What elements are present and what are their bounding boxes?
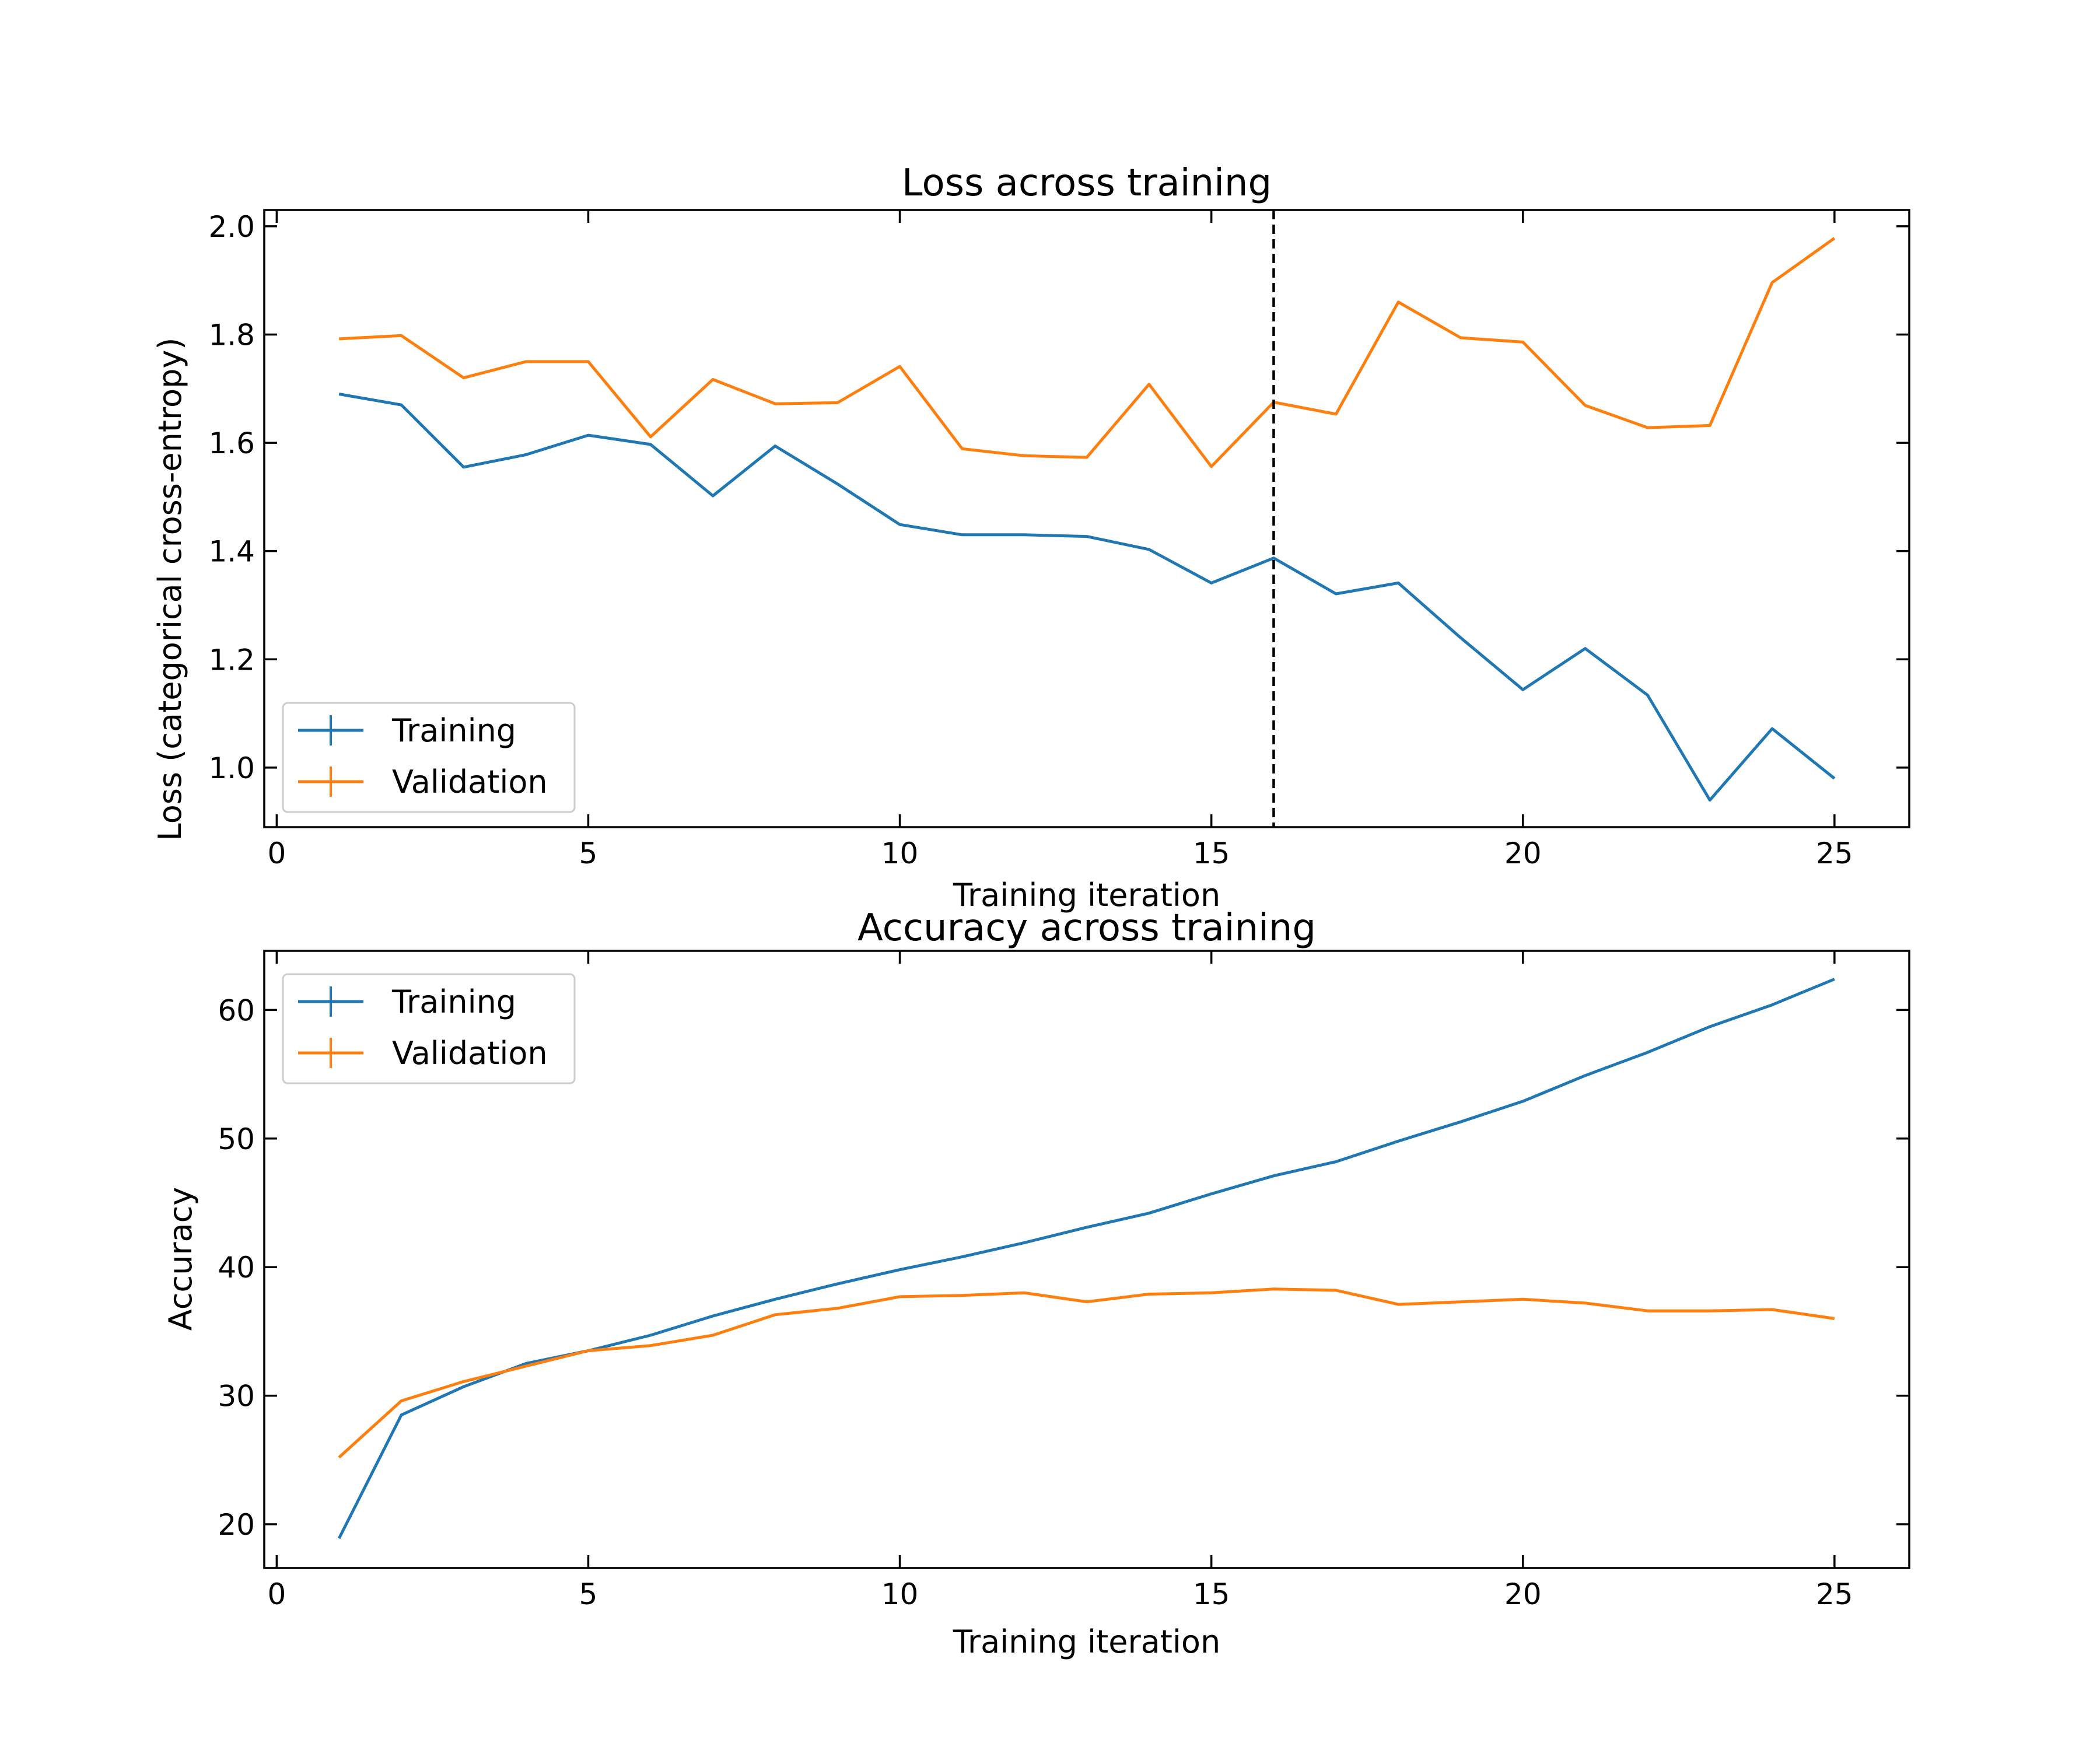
accuracy-y-tick-label: 30 [218,1380,255,1413]
loss-y-tick-label: 1.0 [208,751,255,785]
accuracy-y-axis-label: Accuracy [162,1187,199,1331]
accuracy-x-axis-label: Training iteration [953,1623,1220,1660]
accuracy-legend-entry-validation: Validation [298,1035,548,1072]
accuracy-legend-validation-label: Validation [392,1035,548,1072]
loss-series-training [338,393,1836,802]
loss-x-axis-label: Training iteration [953,877,1220,914]
loss-x-tick-label: 20 [1504,836,1542,870]
loss-y-ticks: 1.0 1.2 1.4 1.6 1.8 2.0 [208,210,1909,785]
loss-legend-entry-validation: Validation [298,764,548,800]
loss-legend: Training Validation [282,702,576,813]
accuracy-y-tick-label: 40 [218,1251,255,1284]
accuracy-axes-frame [263,950,1910,1569]
loss-x-ticks: 0 5 10 15 20 25 [267,210,1853,870]
loss-legend-entry-training: Training [298,712,516,749]
accuracy-y-ticks: 20 30 40 50 60 [218,993,1909,1542]
loss-x-tick-label: 15 [1193,836,1230,870]
loss-series [338,237,1836,802]
accuracy-legend: Training Validation [282,973,576,1084]
accuracy-x-tick-label: 10 [881,1577,919,1611]
accuracy-x-tick-label: 25 [1816,1577,1853,1611]
loss-chart: Loss across training 0 5 10 15 20 25 1.01.21.… [152,162,1910,914]
accuracy-y-tick-label: 50 [218,1122,255,1156]
loss-y-tick-label: 1.8 [208,318,255,352]
accuracy-series [337,978,1835,1539]
loss-y-tick-label: 1.2 [208,643,255,677]
loss-y-tick-label: 1.4 [208,535,255,569]
loss-x-tick-label: 10 [881,836,919,870]
loss-axes-frame [263,209,1910,828]
accuracy-x-tick-label: 5 [579,1577,598,1611]
loss-x-tick-label: 0 [267,836,286,870]
accuracy-series-validation [338,1287,1835,1459]
accuracy-x-tick-label: 20 [1504,1577,1542,1611]
accuracy-x-tick-label: 0 [267,1577,286,1611]
accuracy-chart-title: Accuracy across training [858,907,1316,950]
accuracy-chart: Accuracy across training 0 5 10 15 20 25 20 30… [162,907,1910,1660]
loss-chart-title: Loss across training [902,162,1272,205]
accuracy-x-ticks: 0 5 10 15 20 25 [267,951,1853,1611]
loss-x-tick-label: 25 [1816,836,1853,870]
accuracy-y-tick-label: 60 [218,993,255,1027]
accuracy-y-tick-label: 20 [218,1508,255,1542]
loss-series-validation [339,237,1836,468]
loss-legend-validation-label: Validation [392,764,548,800]
loss-x-tick-label: 5 [579,836,598,870]
loss-y-axis-label: Loss (categorical cross-entropy) [152,338,188,841]
accuracy-legend-entry-training: Training [298,984,516,1020]
loss-legend-training-label: Training [391,712,516,749]
accuracy-legend-training-label: Training [391,984,516,1020]
accuracy-x-tick-label: 15 [1193,1577,1230,1611]
loss-y-tick-label: 1.6 [208,426,255,460]
loss-y-tick-label: 2.0 [208,210,255,244]
